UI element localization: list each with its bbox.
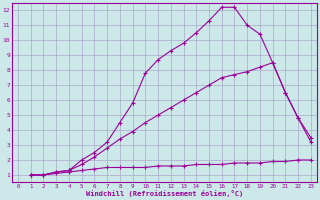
X-axis label: Windchill (Refroidissement éolien,°C): Windchill (Refroidissement éolien,°C) [86, 190, 243, 197]
